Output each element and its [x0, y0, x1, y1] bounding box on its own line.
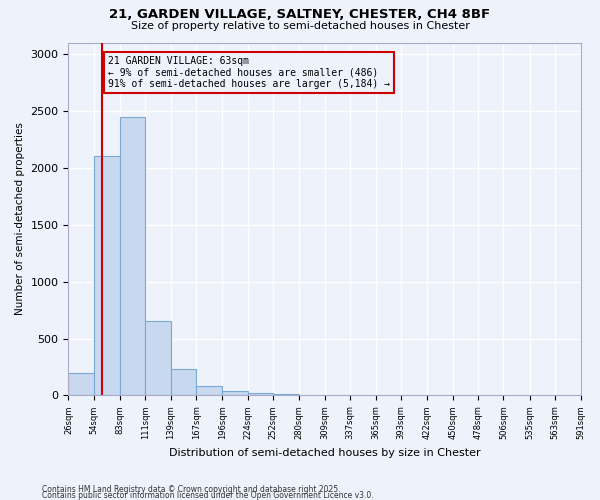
Text: Size of property relative to semi-detached houses in Chester: Size of property relative to semi-detach…: [131, 21, 469, 31]
Bar: [120, 116, 145, 396]
Y-axis label: Number of semi-detached properties: Number of semi-detached properties: [15, 122, 25, 316]
Bar: [248, 393, 273, 396]
Bar: [171, 370, 196, 396]
Bar: [68, 372, 94, 396]
Bar: [145, 322, 171, 396]
Bar: [196, 386, 223, 396]
Bar: [223, 391, 248, 396]
Text: Contains HM Land Registry data © Crown copyright and database right 2025.: Contains HM Land Registry data © Crown c…: [42, 485, 341, 494]
Text: 21 GARDEN VILLAGE: 63sqm
← 9% of semi-detached houses are smaller (486)
91% of s: 21 GARDEN VILLAGE: 63sqm ← 9% of semi-de…: [108, 56, 390, 90]
Bar: [273, 394, 299, 396]
Bar: [299, 395, 325, 396]
Text: 21, GARDEN VILLAGE, SALTNEY, CHESTER, CH4 8BF: 21, GARDEN VILLAGE, SALTNEY, CHESTER, CH…: [109, 8, 491, 20]
Text: Contains public sector information licensed under the Open Government Licence v3: Contains public sector information licen…: [42, 491, 374, 500]
Bar: [94, 156, 120, 396]
X-axis label: Distribution of semi-detached houses by size in Chester: Distribution of semi-detached houses by …: [169, 448, 480, 458]
